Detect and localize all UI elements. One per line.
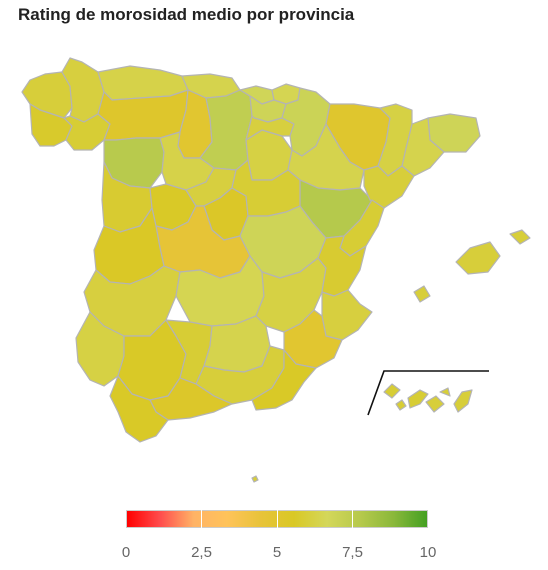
province-cádiz[interactable] bbox=[109, 375, 169, 443]
province-santa-cruz-de-tenerife[interactable] bbox=[383, 383, 429, 411]
legend-tick-label: 2,5 bbox=[191, 544, 212, 561]
legend-tick-mark bbox=[201, 510, 202, 528]
canary-inset-line bbox=[367, 370, 489, 416]
chart-title: Rating de morosidad medio por provincia bbox=[18, 5, 355, 24]
legend-tick-label: 5 bbox=[272, 544, 282, 561]
legend-tick-label: 7,5 bbox=[342, 544, 363, 561]
province-ceuta[interactable] bbox=[251, 475, 259, 483]
province-huelva[interactable] bbox=[75, 311, 125, 387]
province-las-palmas[interactable] bbox=[425, 387, 473, 413]
province-baleares[interactable] bbox=[413, 229, 531, 303]
province-almería[interactable] bbox=[251, 349, 317, 411]
regions-layer bbox=[21, 57, 531, 483]
province-tarragona[interactable] bbox=[363, 165, 415, 209]
legend-tick-label: 0 bbox=[121, 544, 131, 561]
legend-tick-mark bbox=[352, 510, 353, 528]
legend-tick-label: 10 bbox=[419, 544, 437, 561]
province-a-coruña[interactable] bbox=[21, 71, 73, 119]
province-alicante[interactable] bbox=[321, 289, 373, 341]
province-valencia[interactable] bbox=[317, 235, 367, 297]
legend-tick-mark bbox=[276, 510, 278, 528]
color-legend: 0 2,5 5 7,5 10 bbox=[122, 510, 436, 561]
